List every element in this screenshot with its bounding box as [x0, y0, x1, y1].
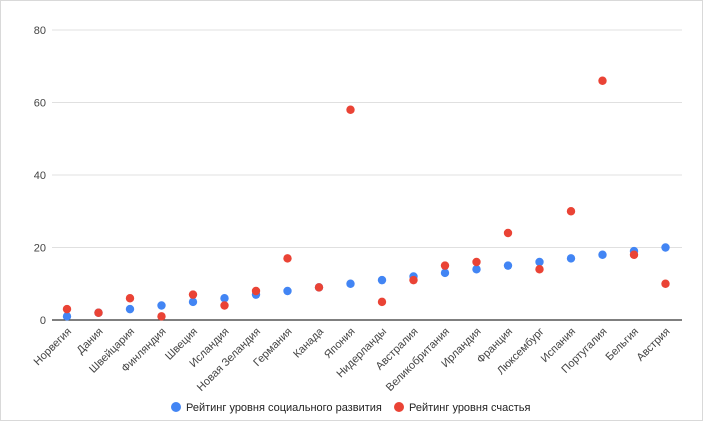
- x-tick-label: Австрия: [635, 326, 673, 364]
- legend-marker: [394, 402, 404, 412]
- data-point-series-1: [377, 275, 387, 285]
- y-tick-label: 60: [34, 98, 46, 110]
- data-point-series-2: [377, 297, 387, 307]
- data-point-series-1: [472, 265, 481, 274]
- data-point-series-2: [251, 286, 261, 296]
- data-point-series-2: [188, 290, 198, 299]
- data-point-series-1: [220, 294, 229, 303]
- data-point-series-1: [157, 301, 166, 310]
- data-point-series-2: [346, 105, 355, 114]
- data-point-series-2: [535, 265, 544, 274]
- data-point-series-2: [157, 312, 166, 321]
- data-point-series-1: [188, 297, 198, 307]
- y-tick-label: 0: [40, 315, 46, 327]
- data-point-series-2: [62, 304, 72, 314]
- data-point-series-2: [220, 301, 229, 310]
- legend-label: Рейтинг уровня счастья: [409, 402, 530, 414]
- data-point-series-2: [283, 254, 292, 263]
- data-point-series-1: [598, 250, 607, 259]
- data-point-series-2: [440, 261, 450, 270]
- data-point-series-1: [566, 254, 576, 263]
- x-tick-label: Канада: [291, 325, 326, 360]
- data-point-series-1: [503, 261, 513, 270]
- data-point-series-2: [566, 207, 576, 216]
- data-point-series-2: [472, 257, 481, 267]
- x-tick-label: Норвегия: [32, 326, 75, 369]
- data-point-series-2: [125, 294, 135, 303]
- y-tick-label: 20: [34, 243, 46, 255]
- data-point-series-1: [661, 243, 670, 252]
- data-point-series-1: [535, 257, 544, 267]
- data-point-series-1: [283, 286, 292, 296]
- legend-label: Рейтинг уровня социального развития: [186, 402, 382, 414]
- data-point-series-1: [346, 279, 355, 288]
- data-point-series-2: [661, 279, 670, 288]
- data-point-series-2: [629, 250, 639, 259]
- x-tick-label: Бельгия: [603, 326, 641, 364]
- data-point-series-2: [598, 76, 607, 85]
- data-point-series-2: [503, 228, 513, 238]
- y-tick-label: 40: [34, 170, 46, 182]
- data-point-series-1: [125, 304, 135, 314]
- y-tick-label: 80: [34, 25, 46, 37]
- data-point-series-2: [94, 308, 103, 317]
- data-point-series-1: [440, 268, 450, 278]
- data-point-series-1: [62, 312, 72, 321]
- data-point-series-2: [409, 275, 418, 285]
- legend-marker: [171, 402, 181, 412]
- data-point-series-2: [314, 283, 324, 292]
